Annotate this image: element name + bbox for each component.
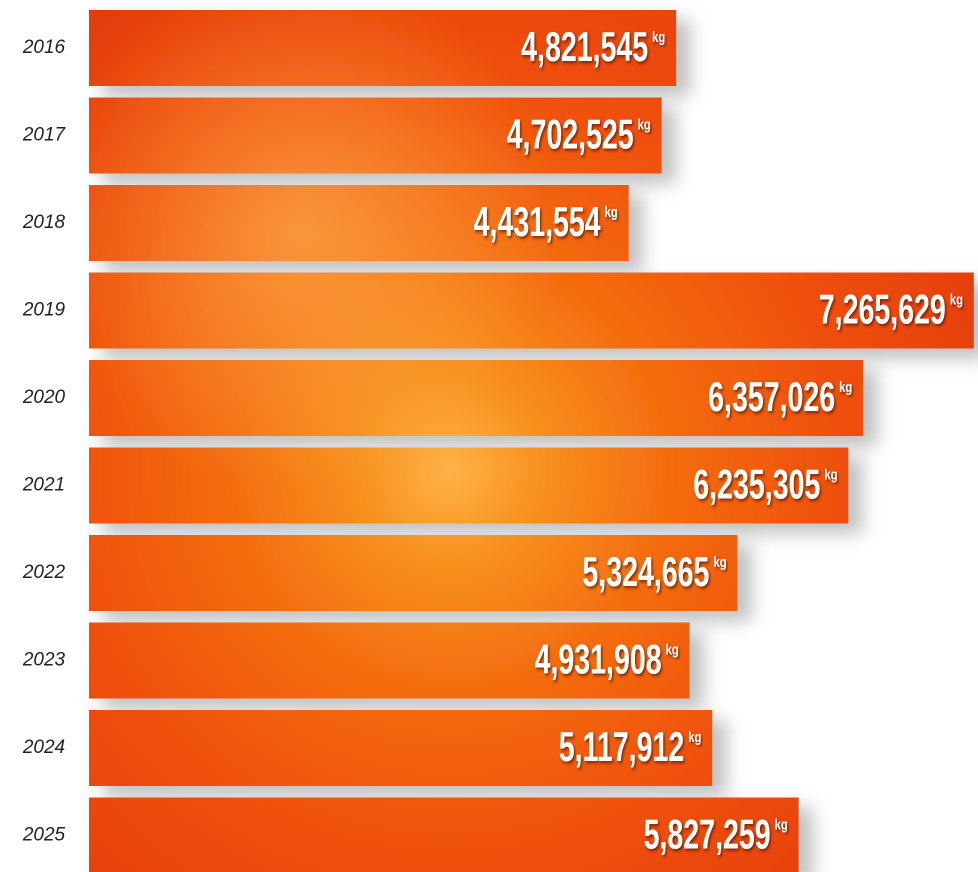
value-label-group: 4,931,908 <box>535 635 662 683</box>
unit-label-group: kg <box>824 466 837 483</box>
value-label: 5,117,912 <box>559 722 684 770</box>
unit-label: kg <box>605 203 618 220</box>
value-label-group: 5,117,912 <box>559 722 684 770</box>
unit-label-group: kg <box>713 553 726 570</box>
value-label: 4,702,525 <box>507 110 634 158</box>
unit-label-group: kg <box>775 816 788 833</box>
year-label: 2020 <box>22 387 66 408</box>
year-label: 2018 <box>22 212 66 233</box>
unit-label: kg <box>713 553 726 570</box>
value-label-group: 5,324,665 <box>582 547 709 595</box>
value-label: 6,357,026 <box>708 372 835 420</box>
value-label: 5,324,665 <box>582 547 709 595</box>
year-label: 2022 <box>22 562 66 583</box>
unit-label-group: kg <box>666 641 679 658</box>
value-label: 5,827,259 <box>644 810 771 858</box>
year-label: 2024 <box>22 737 65 758</box>
year-label: 2017 <box>22 125 67 146</box>
value-label: 4,431,554 <box>474 197 601 245</box>
value-label-group: 6,357,026 <box>708 372 835 420</box>
unit-label-group: kg <box>950 291 963 308</box>
value-label: 4,821,545 <box>521 22 648 70</box>
year-label: 2025 <box>22 825 66 846</box>
year-label: 2023 <box>22 650 66 671</box>
unit-label: kg <box>824 466 837 483</box>
value-label: 4,931,908 <box>535 635 662 683</box>
value-label-group: 4,431,554 <box>474 197 601 245</box>
unit-label: kg <box>775 816 788 833</box>
value-label-group: 5,827,259 <box>644 810 771 858</box>
year-label: 2019 <box>22 300 66 321</box>
unit-label: kg <box>638 116 651 133</box>
year-label: 2021 <box>22 475 65 496</box>
unit-label-group: kg <box>605 203 618 220</box>
unit-label: kg <box>688 728 701 745</box>
unit-label: kg <box>839 378 852 395</box>
value-label: 6,235,305 <box>693 460 820 508</box>
chart: 20164,821,545kg20174,702,525kg20184,431,… <box>0 0 978 872</box>
unit-label-group: kg <box>652 28 665 45</box>
year-label: 2016 <box>22 37 66 58</box>
value-label-group: 4,821,545 <box>521 22 648 70</box>
unit-label: kg <box>652 28 665 45</box>
unit-label: kg <box>950 291 963 308</box>
value-label-group: 4,702,525 <box>507 110 634 158</box>
unit-label-group: kg <box>688 728 701 745</box>
unit-label: kg <box>666 641 679 658</box>
value-label-group: 7,265,629 <box>819 285 946 333</box>
value-label-group: 6,235,305 <box>693 460 820 508</box>
value-label: 7,265,629 <box>819 285 946 333</box>
unit-label-group: kg <box>839 378 852 395</box>
unit-label-group: kg <box>638 116 651 133</box>
